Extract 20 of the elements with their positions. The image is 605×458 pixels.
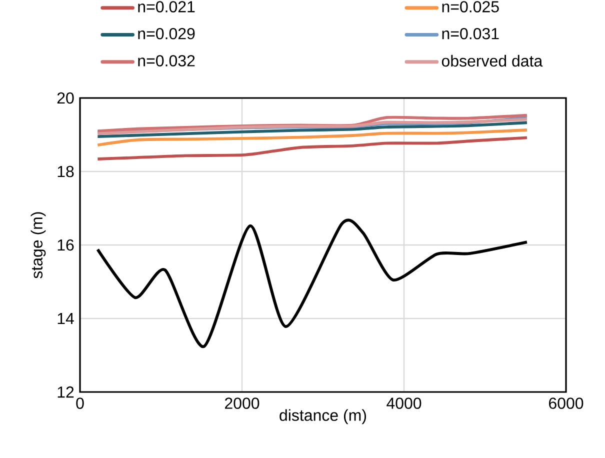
legend-label: n=0.031 <box>442 28 499 40</box>
y-tick-label: 14 <box>58 313 74 324</box>
line-series <box>96 128 528 147</box>
legend-label: n=0.029 <box>138 28 195 40</box>
x-tick-label: 0 <box>76 398 84 409</box>
x-tick-label: 2000 <box>225 398 260 409</box>
legend-label: n=0.032 <box>138 55 195 66</box>
legend-label: observed data <box>442 54 543 67</box>
line-series <box>96 136 528 160</box>
y-tick-label: 20 <box>57 92 74 104</box>
line-series <box>96 121 528 138</box>
x-tick-label: 6000 <box>549 398 584 409</box>
y-tick-label: 12 <box>58 386 74 398</box>
x-tick-label: 4000 <box>386 398 422 409</box>
legend-label: n=0.025 <box>442 1 499 12</box>
y-axis-title: stage (m) <box>30 212 46 278</box>
y-tick-label: 18 <box>58 166 74 178</box>
x-axis-title: distance (m) <box>280 409 366 424</box>
legend-label: n=0.021 <box>138 1 195 12</box>
y-tick-label: 16 <box>58 239 74 251</box>
